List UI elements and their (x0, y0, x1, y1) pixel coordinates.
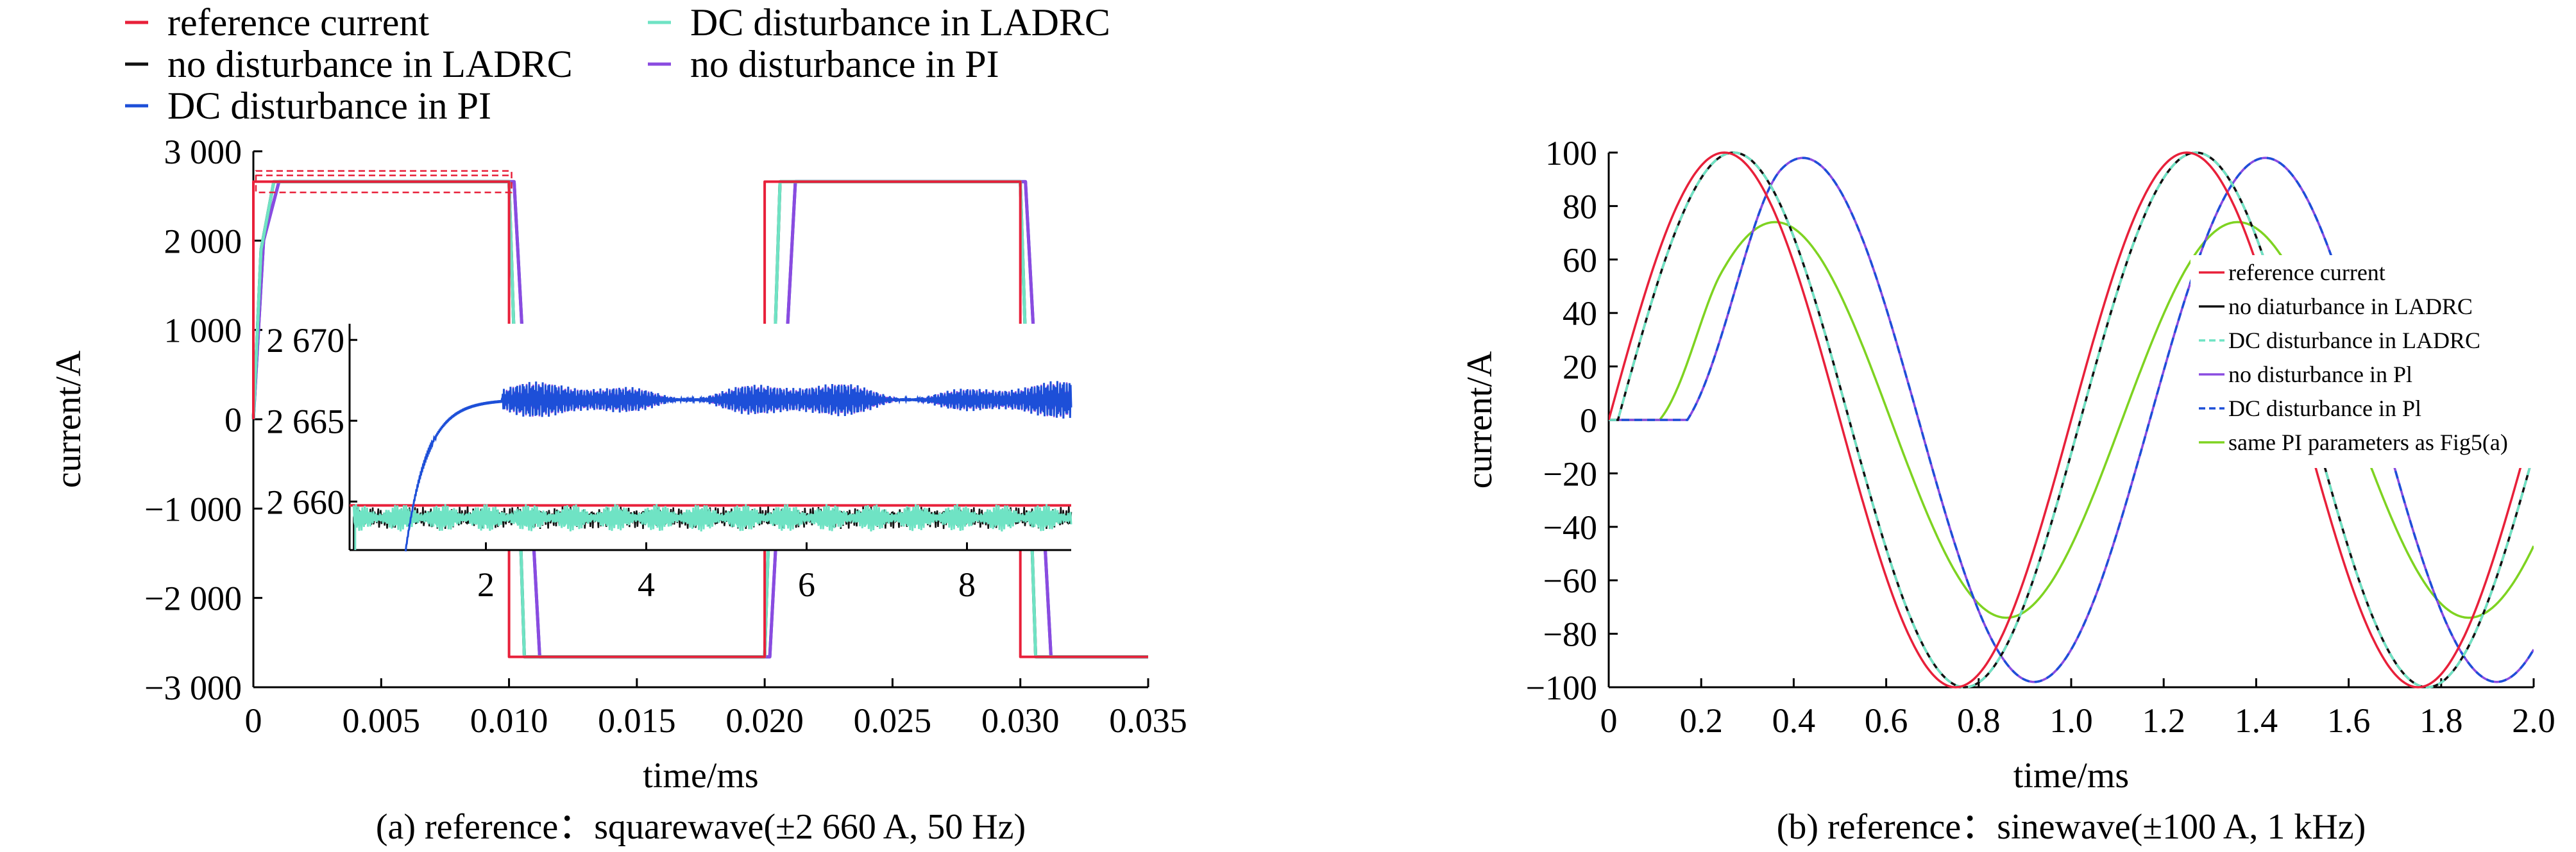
chart-a-ytick-label: 3 000 (164, 133, 242, 171)
chart-a-xtick-label: 0 (245, 701, 262, 740)
chart-b-ytick-label: 100 (1545, 134, 1597, 172)
chart-b-legend-label: no diaturbance in LADRC (2228, 294, 2473, 319)
chart-a-xtick-label: 0.015 (598, 701, 676, 740)
chart-b-sinewave: −100 −80 −60 −40 −20 0 20 40 60 80 100 0 0.2 0.4 0.6 0.… (1460, 134, 2555, 847)
chart-b-ytick-label: 80 (1563, 187, 1597, 226)
chart-a-inset-ytick-label: 2 670 (267, 321, 345, 360)
chart-b-legend: reference current no diaturbance in LADRC… (2190, 255, 2534, 468)
chart-b-xtick-label: 1.2 (2142, 701, 2185, 740)
chart-b-xtick-label: 0.4 (1772, 701, 1816, 740)
chart-b-legend-label: same PI parameters as Fig5(a) (2228, 430, 2508, 455)
chart-b-xtick-label: 1.6 (2327, 701, 2371, 740)
chart-b-xtick-label: 0.2 (1679, 701, 1723, 740)
chart-a-squarewave: −3 000 −2 000 −1 000 0 1 000 2 000 3 000 0 0.005… (49, 1, 1187, 847)
chart-b-series-reference (1609, 151, 2534, 689)
chart-a-inset-xtick-label: 8 (958, 565, 976, 604)
chart-a-inset-ytick-label: 2 665 (267, 402, 345, 440)
chart-a-ytick-label: 2 000 (164, 222, 242, 260)
chart-b-xtick-label: 0 (1600, 701, 1618, 740)
chart-b-xtick-label: 0.8 (1957, 701, 2001, 740)
chart-b-xtick-label: 1.4 (2235, 701, 2278, 740)
chart-a-zoom-box (255, 170, 513, 194)
chart-b-ytick-label: 0 (1580, 401, 1597, 440)
chart-b-ytick-label: −80 (1543, 615, 1597, 654)
chart-a-ytick-label: 1 000 (164, 312, 242, 350)
chart-b-legend-background (2190, 255, 2534, 468)
chart-a-ytick-label: −1 000 (144, 490, 242, 528)
chart-b-legend-label: reference current (2228, 260, 2385, 285)
chart-b-legend-label: DC disturbance in Pl (2228, 396, 2421, 421)
chart-b-ytick-label: −60 (1543, 562, 1597, 600)
chart-a-legend-label: no disturbance in LADRC (167, 43, 573, 85)
chart-a-legend-label: reference current (167, 1, 429, 44)
chart-a-inset-xtick-label: 6 (798, 565, 815, 604)
chart-a-ytick-label: −2 000 (144, 580, 242, 618)
chart-b-ytick-label: −40 (1543, 508, 1597, 547)
chart-a-inset-series-dc_dist_pi (405, 381, 1072, 552)
chart-b-ytick-label: 20 (1563, 348, 1597, 387)
chart-a-caption: (a) reference：squarewave(±2 660 A, 50 Hz… (376, 807, 1026, 847)
chart-a-legend-label: DC disturbance in LADRC (690, 1, 1110, 44)
chart-b-legend-label: DC disturbance in LADRC (2228, 328, 2480, 353)
chart-b-x-axis-label: time/ms (2013, 756, 2129, 796)
chart-b-series-same_pi (1609, 221, 2534, 619)
chart-a-ytick-label: −3 000 (144, 669, 242, 707)
chart-a-ytick-label: 0 (225, 401, 242, 439)
chart-b-xtick-label: 2.0 (2512, 701, 2555, 740)
chart-b-xtick-label: 1.0 (2049, 701, 2093, 740)
chart-a-xtick-label: 0.030 (981, 701, 1060, 740)
chart-a-inset-xtick-label: 2 (477, 565, 495, 604)
chart-a-legend-label: DC disturbance in PI (167, 85, 491, 127)
chart-b-y-axis-label: current/A (1460, 351, 1500, 489)
chart-b-xtick-label: 1.8 (2419, 701, 2463, 740)
chart-b-ytick-label: 60 (1563, 241, 1597, 280)
chart-a-xtick-label: 0.005 (343, 701, 421, 740)
chart-a-x-axis-label: time/ms (643, 756, 758, 796)
chart-b-caption: (b) reference：sinewave(±100 A, 1 kHz) (1777, 807, 2366, 847)
chart-a-xtick-label: 0.025 (854, 701, 932, 740)
chart-a-inset-series-dc_dist_ladrc (352, 504, 1072, 550)
chart-b-ytick-label: −20 (1543, 455, 1597, 493)
chart-b-ytick-label: 40 (1563, 294, 1597, 333)
chart-a-inset-xtick-label: 4 (638, 565, 655, 604)
chart-a-y-axis-label: current/A (49, 350, 89, 488)
chart-a-legend-label: no disturbance in PI (690, 43, 999, 85)
chart-b-legend-label: no disturbance in Pl (2228, 362, 2412, 387)
chart-a-inset-ytick-label: 2 660 (267, 483, 345, 521)
chart-a-xtick-label: 0.020 (725, 701, 804, 740)
chart-a-inset: 2 660 2 665 2 670 2 4 6 8 (267, 321, 1072, 604)
chart-a-legend: reference current DC disturbance in LADRC… (125, 1, 1110, 127)
chart-a-xtick-label: 0.035 (1109, 701, 1187, 740)
chart-b-ytick-label: −100 (1526, 669, 1597, 707)
chart-b-series-dc_dist_ladrc (1609, 151, 2534, 689)
chart-a-xtick-label: 0.010 (470, 701, 548, 740)
chart-b-xtick-label: 0.6 (1865, 701, 1908, 740)
